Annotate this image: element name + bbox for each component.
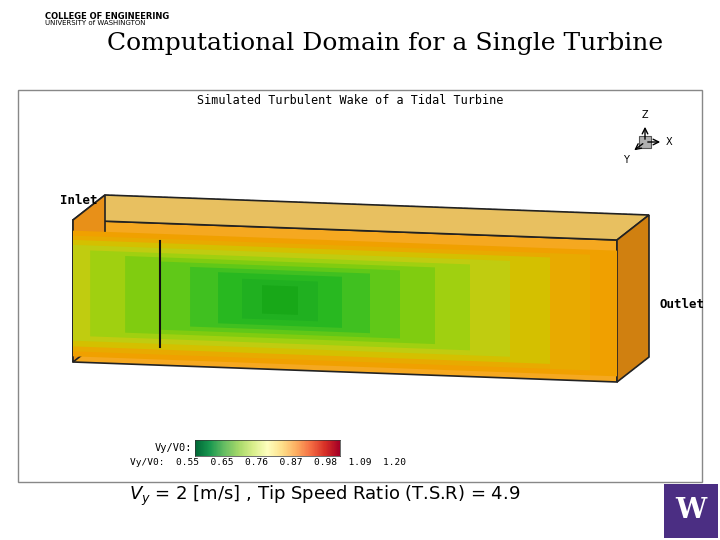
Text: Y: Y xyxy=(623,155,629,165)
Polygon shape xyxy=(0,232,590,370)
Bar xyxy=(18,90,702,482)
FancyBboxPatch shape xyxy=(639,136,651,148)
Polygon shape xyxy=(160,261,400,339)
Text: Vy/V0:: Vy/V0: xyxy=(155,443,192,453)
Polygon shape xyxy=(50,244,510,357)
Text: COLLEGE OF ENGINEERING: COLLEGE OF ENGINEERING xyxy=(45,12,169,21)
Text: W: W xyxy=(675,497,706,524)
Polygon shape xyxy=(262,285,298,315)
Text: Simulated Turbulent Wake of a Tidal Turbine: Simulated Turbulent Wake of a Tidal Turb… xyxy=(197,94,503,107)
Polygon shape xyxy=(125,256,435,344)
Text: Inlet: Inlet xyxy=(60,193,97,206)
Text: UNIVERSITY of WASHINGTON: UNIVERSITY of WASHINGTON xyxy=(45,20,145,26)
Text: Computational Domain for a Single Turbine: Computational Domain for a Single Turbin… xyxy=(107,32,663,55)
Polygon shape xyxy=(73,195,105,362)
Polygon shape xyxy=(617,215,649,382)
Polygon shape xyxy=(73,220,617,382)
Polygon shape xyxy=(10,238,550,364)
Bar xyxy=(664,484,718,538)
Text: X: X xyxy=(666,137,672,147)
Polygon shape xyxy=(90,251,470,350)
Polygon shape xyxy=(0,226,620,376)
Polygon shape xyxy=(190,267,370,333)
Text: Vy/V0:  0.55  0.65  0.76  0.87  0.98  1.09  1.20: Vy/V0: 0.55 0.65 0.76 0.87 0.98 1.09 1.2… xyxy=(130,458,405,467)
Polygon shape xyxy=(218,272,342,328)
Text: Outlet: Outlet xyxy=(660,299,705,312)
Text: Z: Z xyxy=(642,110,648,120)
Polygon shape xyxy=(242,279,318,321)
Polygon shape xyxy=(73,195,649,240)
Text: $\mathit{V}_y$ = 2 [m/s] , Tip Speed Ratio (T.S.R) = 4.9: $\mathit{V}_y$ = 2 [m/s] , Tip Speed Rat… xyxy=(130,484,521,508)
